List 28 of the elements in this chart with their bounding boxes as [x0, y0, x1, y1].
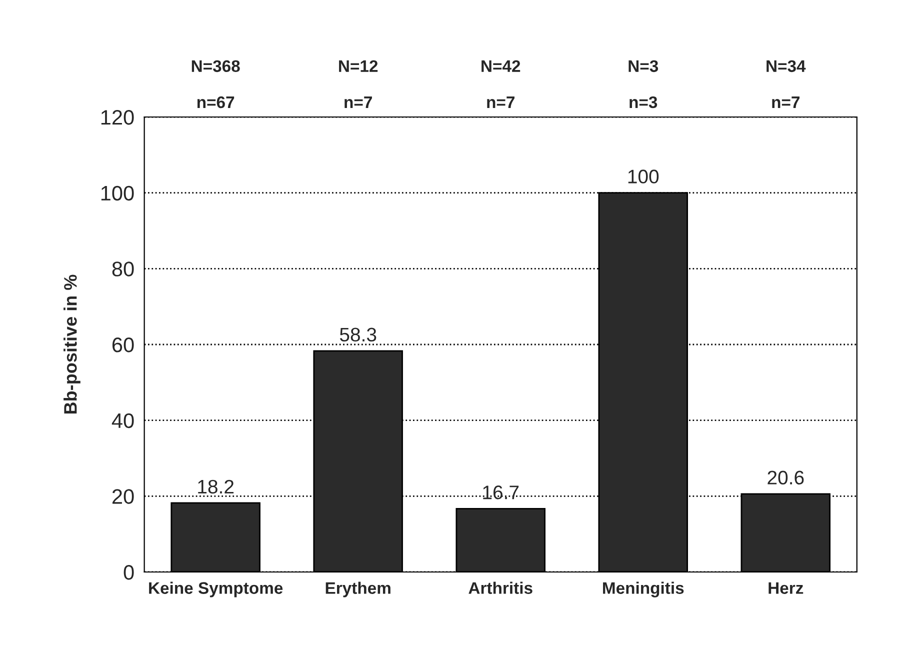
text: N=3	[628, 60, 658, 72]
x-tick-label: Meningitis	[603, 582, 684, 598]
x-tick-label: Keine Symptome	[149, 582, 283, 598]
data-label: 58.3	[340, 328, 376, 342]
y-tick-label: 80	[112, 262, 134, 276]
y-tick-label: 120	[101, 110, 134, 125]
text: n=7	[344, 96, 372, 108]
text: N=34	[766, 60, 806, 72]
data-label: 18.2	[198, 480, 234, 494]
y-tick-label: 100	[101, 186, 134, 201]
data-label: 20.6	[768, 470, 804, 484]
text: N=12	[339, 60, 378, 72]
y-tick-label: 40	[112, 413, 134, 428]
text: n=7	[487, 96, 514, 108]
y-axis-title: Bb-positive in %	[64, 274, 80, 414]
y-tick-label: 60	[112, 338, 134, 352]
x-tick-label: Arthritis	[468, 582, 532, 594]
x-tick-label: Erythem	[326, 582, 390, 598]
y-tick-label: 0	[124, 565, 134, 580]
x-tick-label: Herz	[768, 582, 804, 594]
y-tick-label: 20	[112, 489, 134, 504]
text: N=42	[482, 60, 520, 72]
text: n=7	[772, 96, 800, 108]
data-label: 16.7	[483, 486, 519, 500]
text: n=3	[630, 96, 658, 108]
text: N=368	[192, 60, 240, 72]
data-label: 100	[628, 170, 659, 184]
text: n=67	[197, 96, 234, 108]
